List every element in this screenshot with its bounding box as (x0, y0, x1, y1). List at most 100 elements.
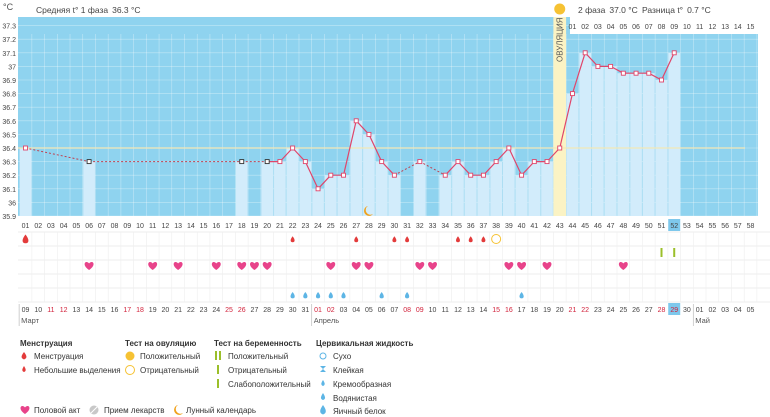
calendar-date-label: 12 (454, 307, 462, 314)
cycle-day-label: 34 (441, 223, 449, 230)
temperature-point (531, 159, 537, 165)
cycle-day-label: 21 (276, 223, 284, 230)
cycle-day-label: 26 (340, 223, 348, 230)
y-tick-label: 35.9 (2, 214, 16, 221)
temperature-point (506, 145, 512, 151)
legend-ovulation-negative: Отрицательный (140, 366, 199, 375)
calendar-date-label: 15 (98, 307, 106, 314)
temperature-point (86, 159, 92, 165)
calendar-date-label: 10 (34, 307, 42, 314)
y-tick-label: 36.4 (2, 146, 16, 153)
spotting-drop-icon (22, 366, 26, 372)
phase2-day-labels: 01 02 03 04 05 06 07 08 09 10 11 12 13 14 15 (569, 24, 755, 31)
temperature-bar (464, 175, 477, 216)
calendar-date-label: 04 (734, 307, 742, 314)
ovulation-test-negative-icon (125, 365, 135, 375)
cycle-day-label: 43 (556, 223, 564, 230)
phase1-average-label: Средняя t° 1 фаза 36.3 °C (36, 5, 141, 15)
calendar-date-label: 27 (645, 307, 653, 314)
cycle-day-label: 31 (403, 223, 411, 230)
legend-cervical-dry: Сухо (333, 352, 352, 361)
temperature-point (608, 63, 614, 69)
calendar-date-label: 18 (136, 307, 144, 314)
cycle-day-label: 30 (390, 223, 398, 230)
y-tick-label: 36.9 (2, 78, 16, 85)
cervical-watery-marker (328, 292, 333, 299)
cycle-day-label: 18 (238, 223, 246, 230)
cycle-day-label: 06 (85, 223, 93, 230)
intercourse-heart-marker (428, 262, 438, 270)
calendar-date-label: 04 (352, 307, 360, 314)
temperature-point (646, 70, 652, 76)
legend-menstruation-item: Менструация (34, 352, 83, 361)
legend-ovulation-positive: Положительный (140, 352, 200, 361)
pregnancy-test-negative-marker (660, 248, 663, 257)
temperature-bar (235, 161, 248, 216)
calendar-date-labels: 09 10 11 12 13 14 15 16 17 18 19 20 21 22 23 24 25 26 27 28… (22, 303, 755, 315)
month-label: Май (695, 316, 710, 325)
temperature-bar (439, 175, 452, 216)
y-tick-label: 36.2 (2, 173, 16, 180)
cycle-day-label: 16 (212, 223, 220, 230)
calendar-date-label: 23 (200, 307, 208, 314)
phase2-day-label: 11 (696, 24, 703, 31)
calendar-date-label: 29 (276, 307, 284, 314)
cycle-day-label: 33 (429, 223, 437, 230)
calendar-date-label: 05 (365, 307, 373, 314)
intercourse-heart-marker (237, 262, 247, 270)
cycle-day-label: 46 (594, 223, 602, 230)
intercourse-heart-marker (173, 262, 183, 270)
temperature-bar (604, 66, 617, 217)
phase2-day-label: 05 (619, 24, 627, 31)
cycle-day-label: 15 (200, 223, 208, 230)
phase2-day-label: 15 (747, 24, 755, 31)
legend-pregnancy-negative: Отрицательный (228, 366, 287, 375)
calendar-date-label: 27 (251, 307, 259, 314)
cycle-day-label: 03 (47, 223, 55, 230)
temperature-point (277, 159, 283, 165)
spotting-drop-marker (456, 236, 460, 243)
legend-cervical-sticky: Клейкая (333, 366, 364, 375)
calendar-date-label: 19 (543, 307, 551, 314)
lunar-markers (364, 206, 373, 216)
temperature-gap-line (25, 147, 446, 176)
temperature-point (570, 91, 575, 97)
cycle-day-label: 29 (378, 223, 386, 230)
cycle-day-label: 11 (149, 223, 156, 230)
spotting-drop-marker (405, 236, 410, 243)
intercourse-heart-marker (148, 262, 158, 270)
header-bar (18, 0, 770, 17)
temperature-bar (413, 161, 426, 216)
current-day-highlight (668, 219, 681, 231)
phase2-day-label: 09 (670, 24, 678, 31)
calendar-date-label: 10 (429, 307, 437, 314)
event-rows-area (18, 232, 770, 302)
pregnancy-test-negative-marker (673, 248, 676, 257)
temperature-point (659, 77, 664, 83)
calendar-date-label: 20 (162, 307, 170, 314)
temperature-bar (452, 161, 464, 216)
cycle-day-label: 28 (365, 223, 373, 230)
month-label: Март (21, 316, 40, 325)
spotting-drop-marker (290, 236, 295, 243)
temperature-point (379, 159, 385, 165)
y-tick-label: 36.7 (2, 105, 16, 112)
calendar-date-label: 17 (518, 307, 526, 314)
temperature-point (328, 172, 334, 178)
cycle-day-label: 47 (607, 223, 615, 230)
calendar-date-label: 01 (696, 307, 704, 314)
event-row-grid (18, 231, 770, 303)
cycle-day-label: 04 (60, 223, 68, 230)
calendar-date-label: 06 (378, 307, 386, 314)
temperature-bar (503, 148, 515, 216)
temperature-bar (617, 73, 630, 216)
phase2-average-label: 2 фаза 37.0 °C (578, 5, 638, 15)
cycle-day-label: 42 (543, 223, 551, 230)
cycle-day-label: 57 (734, 223, 742, 230)
cycle-day-label: 41 (530, 223, 538, 230)
cycle-day-label: 27 (352, 223, 360, 230)
cycle-day-label: 25 (327, 223, 335, 230)
temperature-point (353, 118, 359, 124)
legend-pregnancy-test-title: Тест на беременность (214, 339, 302, 348)
calendar-date-label: 14 (480, 307, 488, 314)
